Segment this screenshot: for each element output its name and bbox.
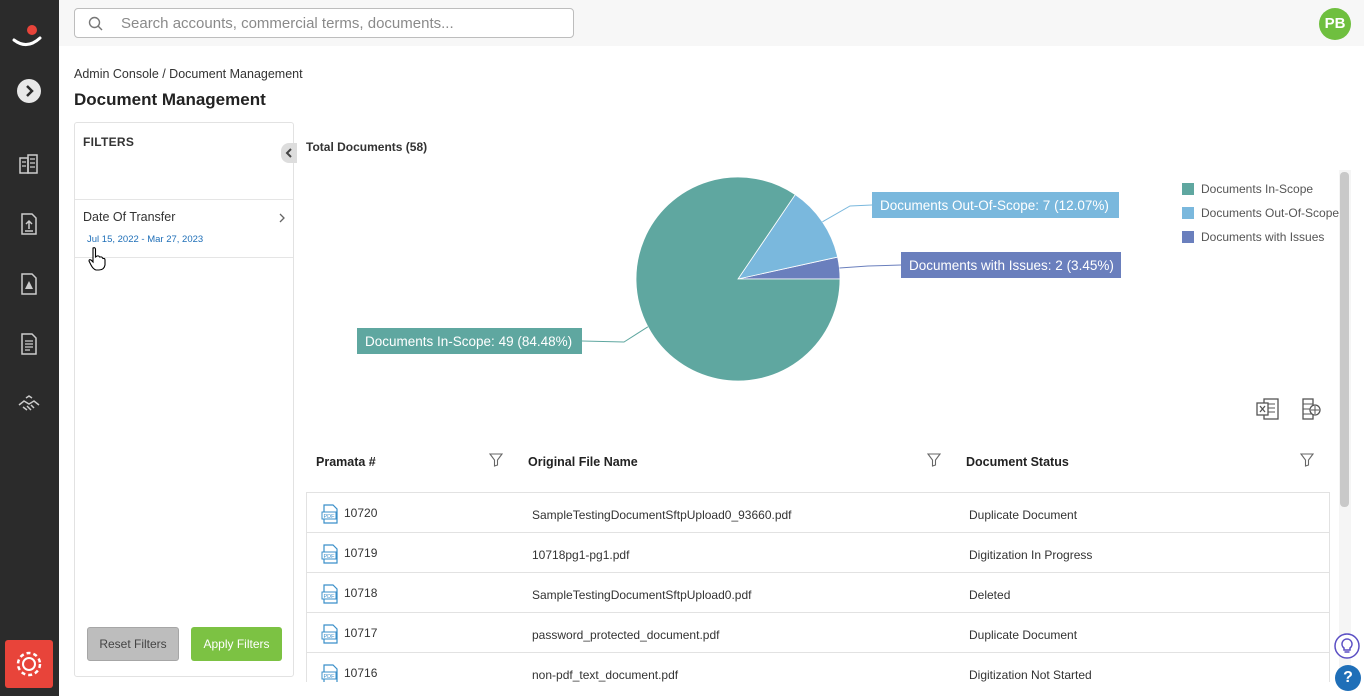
- callout-line: [839, 264, 902, 269]
- callout-box: [872, 192, 1119, 218]
- date-filter-value: Jul 15, 2022 - Mar 27, 2023: [87, 234, 204, 245]
- pie-chart: Documents In-Scope: 49 (84.48%) Documents…: [357, 176, 1121, 382]
- filter-icon[interactable]: [1300, 453, 1314, 467]
- table-body: PDF 10720 SampleTestingDocumentSftpUpload0…: [306, 492, 1330, 682]
- legend-item[interactable]: Documents with Issues: [1182, 230, 1340, 254]
- upload-icon[interactable]: [17, 212, 41, 236]
- chart-legend: Documents In-Scope Documents Out-Of-Scop…: [1182, 182, 1340, 254]
- document-status: Duplicate Document: [969, 628, 1078, 642]
- svg-text:PDF: PDF: [324, 514, 336, 520]
- table-row[interactable]: PDF 10719 10718pg1-pg1.pdf Digitization In …: [306, 533, 1330, 573]
- file-name: password_protected_document.pdf: [532, 628, 720, 642]
- document-status: Duplicate Document: [969, 508, 1078, 522]
- svg-text:PDF: PDF: [324, 594, 336, 600]
- divider: [75, 257, 293, 258]
- chevron-right-icon: [279, 213, 285, 223]
- filters-title: FILTERS: [83, 135, 135, 149]
- date-filter-label: Date Of Transfer: [83, 210, 176, 224]
- accounts-icon[interactable]: [17, 152, 41, 176]
- table-row[interactable]: PDF 10717 password_protected_document.pdf D…: [306, 613, 1330, 653]
- column-settings-icon[interactable]: [1300, 398, 1322, 422]
- scrollbar-thumb[interactable]: [1340, 172, 1349, 507]
- legend-label: Documents with Issues: [1201, 230, 1325, 244]
- pramata-id[interactable]: 10716: [344, 666, 378, 680]
- legend-swatch: [1182, 231, 1194, 243]
- alert-document-icon[interactable]: [17, 272, 41, 296]
- apply-filters-button[interactable]: Apply Filters: [191, 627, 282, 661]
- global-search[interactable]: [74, 8, 574, 38]
- table-header: Pramata # Original File Name Document St…: [306, 447, 1330, 493]
- search-input[interactable]: [121, 13, 561, 33]
- slice-data-label: Documents In-Scope: 49 (84.48%): [365, 334, 572, 349]
- avatar[interactable]: PB: [1319, 8, 1351, 40]
- pramata-id[interactable]: 10718: [344, 586, 378, 600]
- pdf-icon[interactable]: PDF: [320, 664, 340, 682]
- pdf-icon[interactable]: PDF: [320, 624, 340, 644]
- logo-icon[interactable]: [10, 22, 44, 52]
- pdf-icon[interactable]: PDF: [320, 584, 340, 604]
- page-title: Document Management: [74, 90, 266, 109]
- callout-box: [901, 252, 1121, 278]
- file-name: non-pdf_text_document.pdf: [532, 668, 679, 682]
- file-name: SampleTestingDocumentSftpUpload0.pdf: [532, 588, 752, 602]
- pramata-id[interactable]: 10717: [344, 626, 378, 640]
- lightbulb-icon[interactable]: [1334, 633, 1360, 661]
- breadcrumb[interactable]: Admin Console / Document Management: [74, 67, 303, 81]
- legend-item[interactable]: Documents In-Scope: [1182, 182, 1340, 206]
- legend-swatch: [1182, 207, 1194, 219]
- file-name: SampleTestingDocumentSftpUpload0_93660.p…: [532, 508, 792, 522]
- svg-text:PDF: PDF: [324, 634, 336, 640]
- handshake-icon[interactable]: [17, 392, 41, 416]
- top-bar: PB: [59, 0, 1364, 46]
- table-row[interactable]: PDF 10718 SampleTestingDocumentSftpUpload0…: [306, 573, 1330, 613]
- slice-data-label: Documents Out-Of-Scope: 7 (12.07%): [880, 198, 1109, 213]
- search-icon: [88, 16, 103, 31]
- reset-filters-button[interactable]: Reset Filters: [87, 627, 179, 661]
- column-header-status[interactable]: Document Status: [966, 455, 1069, 469]
- legend-item[interactable]: Documents Out-Of-Scope: [1182, 206, 1340, 230]
- svg-text:PDF: PDF: [324, 674, 336, 680]
- filter-icon[interactable]: [927, 453, 941, 467]
- legend-label: Documents In-Scope: [1201, 182, 1314, 196]
- date-of-transfer-filter[interactable]: Date Of Transfer Jul 15, 2022 - Mar 27, …: [75, 200, 293, 257]
- pramata-id[interactable]: 10719: [344, 546, 378, 560]
- callout-line: [822, 204, 873, 223]
- slice-data-label: Documents with Issues: 2 (3.45%): [909, 258, 1114, 273]
- table-row[interactable]: PDF 10716 non-pdf_text_document.pdf Digitiz…: [306, 653, 1330, 682]
- document-status: Digitization Not Started: [969, 668, 1092, 682]
- settings-icon[interactable]: [5, 640, 53, 688]
- column-header-file-name[interactable]: Original File Name: [528, 455, 638, 469]
- filter-icon[interactable]: [489, 453, 503, 467]
- filters-panel: FILTERS Date Of Transfer Jul 15, 2022 - …: [74, 122, 297, 677]
- pie-slice[interactable]: [635, 176, 841, 382]
- document-status: Digitization In Progress: [969, 548, 1093, 562]
- expand-icon[interactable]: [17, 79, 41, 103]
- pdf-icon[interactable]: PDF: [320, 504, 340, 524]
- divider: [75, 199, 293, 200]
- column-header-pramata[interactable]: Pramata #: [316, 455, 376, 469]
- export-excel-icon[interactable]: [1256, 398, 1280, 420]
- left-nav-rail: [0, 0, 59, 696]
- legend-label: Documents Out-Of-Scope: [1201, 206, 1340, 220]
- collapse-panel-icon[interactable]: [281, 143, 297, 163]
- callout-box: [357, 328, 582, 354]
- hand-cursor-icon: [88, 247, 106, 271]
- document-list-icon[interactable]: [17, 332, 41, 356]
- pie-slice[interactable]: [737, 194, 839, 280]
- file-name: 10718pg1-pg1.pdf: [532, 548, 630, 562]
- svg-text:PDF: PDF: [324, 554, 336, 560]
- chart-title: Total Documents (58): [306, 140, 428, 154]
- callout-line: [581, 326, 649, 343]
- pramata-id[interactable]: 10720: [344, 506, 378, 520]
- document-status: Deleted: [969, 588, 1011, 602]
- help-button[interactable]: ?: [1335, 665, 1361, 691]
- pdf-icon[interactable]: PDF: [320, 544, 340, 564]
- table-row[interactable]: PDF 10720 SampleTestingDocumentSftpUpload0…: [306, 493, 1330, 533]
- legend-swatch: [1182, 183, 1194, 195]
